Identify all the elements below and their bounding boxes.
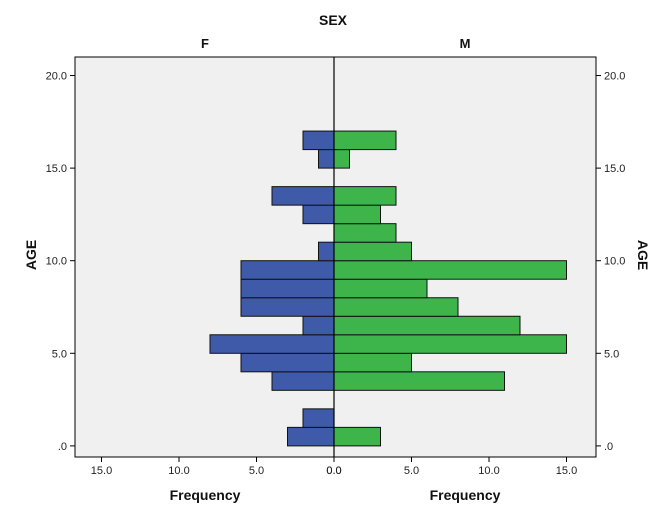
bar-f-5 [209,334,335,354]
bar-m-6 [333,315,521,336]
y-axis-title-right: AGE [635,240,651,270]
bar-m-11 [333,223,397,243]
bar-m-10 [333,241,412,262]
y-tick-label-right-0: .0 [604,441,613,453]
x-tick-label-m-3: 15.0 [556,465,577,477]
x-tick-label-f-2: 5.0 [249,465,264,477]
bar-f-1 [302,408,335,428]
bar-f-10 [318,241,335,262]
bar-m-3 [333,371,505,391]
y-tick-label-right-2: 10.0 [604,256,625,268]
bar-f-4 [240,352,335,373]
bar-m-4 [333,352,412,373]
bar-f-9 [240,260,335,280]
y-tick-label-right-4: 20.0 [604,71,625,83]
bar-f-7 [240,297,335,317]
x-tick-label-m-1: 5.0 [404,465,419,477]
bar-m-13 [333,186,397,206]
x-tick-label-f-3: 0.0 [326,465,341,477]
x-tick-label-f-0: 15.0 [91,465,112,477]
x-axis-title-left: Frequency [170,487,241,503]
x-tick-label-m-0: 0.0 [326,465,341,477]
bar-m-16 [333,130,397,151]
y-tick-label-right-1: 5.0 [604,348,619,360]
bar-f-8 [240,278,335,299]
bar-m-0 [333,426,381,447]
bar-m-15 [333,149,350,169]
y-tick-label-right-3: 15.0 [604,163,625,175]
bar-f-0 [287,426,335,447]
chart-title: SEX [319,12,348,28]
bars-group [209,130,567,447]
y-tick-label-left-1: 5.0 [52,348,67,360]
bar-f-13 [271,186,335,206]
bar-m-8 [333,278,428,299]
bar-m-7 [333,297,459,317]
y-tick-label-left-0: .0 [58,441,67,453]
facet-label-f: F [201,36,209,51]
x-tick-label-f-1: 10.0 [168,465,189,477]
bar-f-6 [302,315,335,336]
bar-m-9 [333,260,567,280]
y-tick-label-left-2: 10.0 [46,256,67,268]
bar-f-15 [318,149,335,169]
bar-m-12 [333,204,381,225]
bar-f-16 [302,130,335,151]
x-tick-label-m-2: 10.0 [478,465,499,477]
bar-f-12 [302,204,335,225]
bar-m-5 [333,334,567,354]
y-axis-title-left: AGE [23,240,39,270]
x-axis-title-right: Frequency [430,487,501,503]
y-tick-label-left-3: 15.0 [46,163,67,175]
bar-f-3 [271,371,335,391]
y-tick-label-left-4: 20.0 [46,71,67,83]
facet-label-m: M [460,36,471,51]
